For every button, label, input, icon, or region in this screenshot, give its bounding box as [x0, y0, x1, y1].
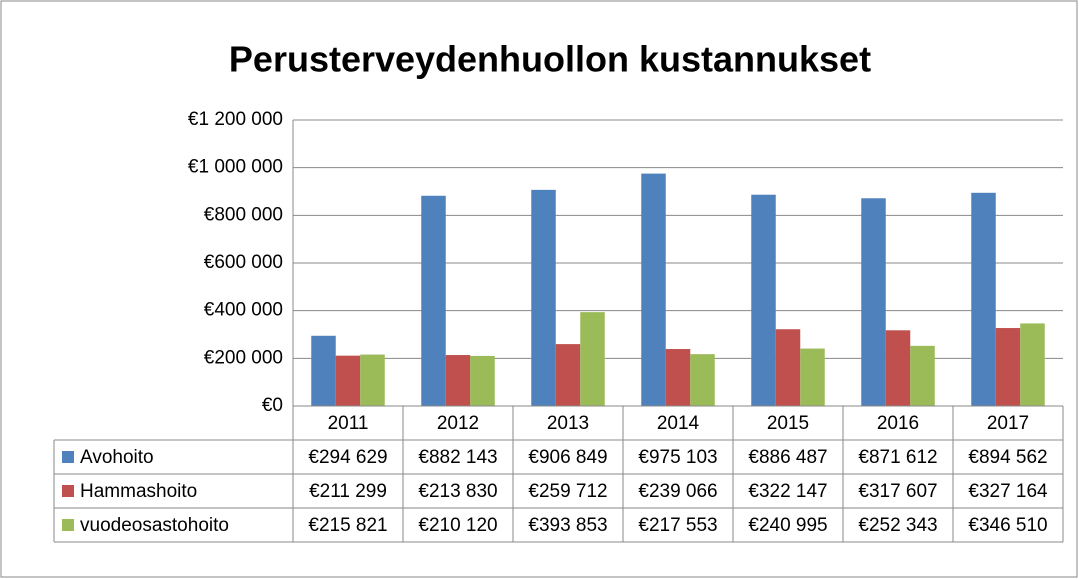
y-tick-label: €200 000 [204, 347, 283, 368]
table-value: €210 120 [418, 515, 497, 536]
table-value: €239 066 [638, 481, 717, 502]
table-value: €894 562 [968, 447, 1047, 468]
chart-title: Perusterveydenhuollon kustannukset [229, 39, 871, 80]
legend-swatch [62, 451, 74, 463]
table-value: €322 147 [748, 481, 827, 502]
y-tick-label: €600 000 [204, 252, 283, 273]
bar [1020, 323, 1045, 406]
bar [690, 354, 715, 406]
bar [775, 329, 801, 406]
bar [531, 189, 556, 406]
bar [995, 328, 1021, 406]
table-value: €317 607 [858, 481, 937, 502]
bar [555, 344, 581, 406]
table-value: €252 343 [858, 515, 937, 536]
bar [665, 349, 691, 406]
table-value: €871 612 [858, 447, 937, 468]
bar [971, 192, 996, 406]
y-tick-label: €0 [262, 395, 283, 416]
legend-swatch [62, 519, 74, 531]
x-tick-label: 2014 [657, 413, 700, 434]
bar [445, 355, 471, 406]
bar [470, 355, 495, 406]
y-tick-label: €800 000 [204, 204, 283, 225]
bar [580, 312, 605, 406]
x-tick-label: 2012 [437, 413, 479, 434]
table-value: €240 995 [748, 515, 827, 536]
x-tick-label: 2017 [987, 413, 1029, 434]
y-tick-label: €400 000 [204, 300, 283, 321]
y-tick-label: €1 200 000 [188, 109, 283, 130]
bar [861, 198, 886, 406]
table-value: €259 712 [528, 481, 607, 502]
table-value: €906 849 [528, 447, 607, 468]
table-value: €213 830 [418, 481, 497, 502]
table-value: €346 510 [968, 515, 1047, 536]
legend-label: vuodeosastohoito [80, 515, 229, 536]
x-tick-label: 2013 [547, 413, 589, 434]
legend-label: Avohoito [80, 447, 154, 468]
legend-label: Hammashoito [80, 481, 197, 502]
bar [360, 354, 385, 406]
table-value: €975 103 [638, 447, 717, 468]
bar [885, 330, 911, 406]
bar [311, 335, 336, 406]
table-value: €215 821 [308, 515, 387, 536]
table-value: €393 853 [528, 515, 607, 536]
x-tick-label: 2016 [877, 413, 919, 434]
x-tick-label: 2015 [767, 413, 809, 434]
bar [800, 348, 825, 406]
y-tick-label: €1 000 000 [188, 157, 283, 178]
table-value: €294 629 [308, 447, 387, 468]
table-value: €327 164 [968, 481, 1048, 502]
legend-swatch [62, 485, 74, 497]
bar [751, 194, 776, 406]
bar [910, 345, 935, 406]
table-value: €211 299 [309, 481, 387, 502]
bar [335, 355, 361, 406]
x-tick-label: 2011 [328, 413, 369, 434]
table-value: €217 553 [638, 515, 717, 536]
bar [421, 195, 446, 406]
table-value: €886 487 [748, 447, 827, 468]
bar [641, 173, 666, 406]
table-value: €882 143 [418, 447, 497, 468]
